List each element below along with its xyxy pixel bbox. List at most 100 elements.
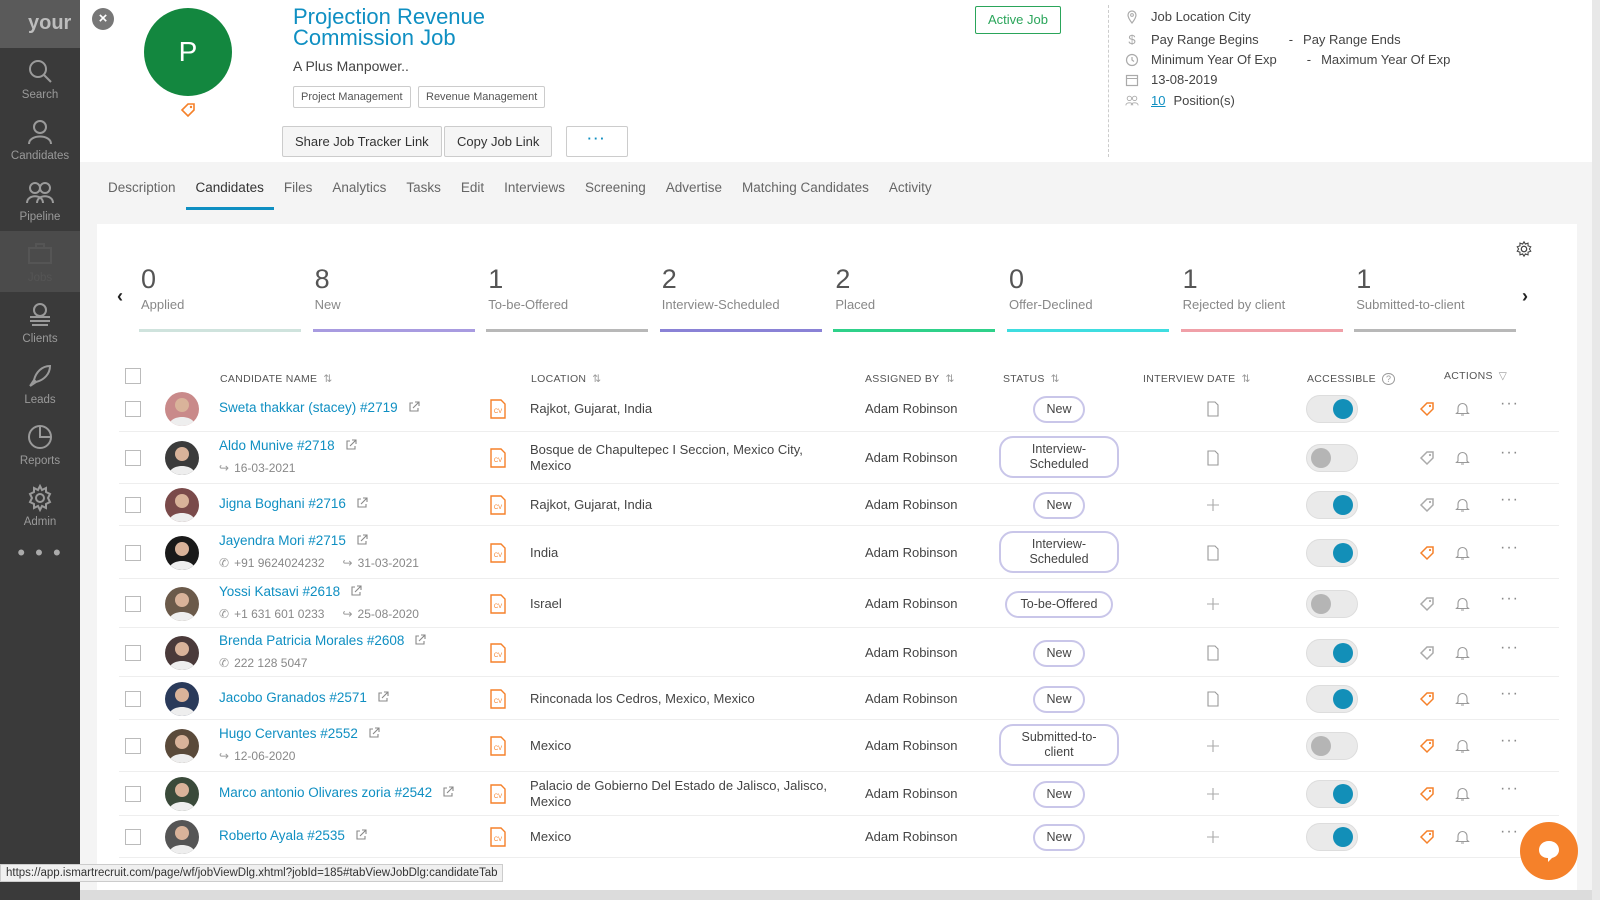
status-badge[interactable]: Submitted-to-client <box>999 724 1119 766</box>
cv-file-icon[interactable]: CV <box>490 448 506 468</box>
tag-icon[interactable] <box>1419 738 1435 754</box>
external-link-icon[interactable] <box>356 533 368 546</box>
document-icon[interactable] <box>1205 401 1221 417</box>
status-badge[interactable]: New <box>1033 685 1085 713</box>
row-checkbox[interactable] <box>125 544 141 561</box>
stage-prev-arrow[interactable]: ‹ <box>117 286 123 306</box>
chat-button[interactable] <box>1520 822 1578 880</box>
vertical-scrollbar[interactable] <box>1592 0 1600 900</box>
bell-icon[interactable] <box>1455 691 1470 707</box>
candidate-name[interactable]: Jacobo Granados #2571 <box>219 689 367 705</box>
copy-job-link-button[interactable]: Copy Job Link <box>444 126 553 157</box>
status-badge[interactable]: To-be-Offered <box>1005 590 1113 618</box>
stage-applied[interactable]: 0 Applied <box>139 264 301 332</box>
tab-description[interactable]: Description <box>108 180 176 195</box>
external-link-icon[interactable] <box>377 690 389 703</box>
external-link-icon[interactable] <box>368 727 380 739</box>
accessible-toggle[interactable] <box>1306 638 1358 667</box>
horizontal-scrollbar[interactable] <box>80 890 1592 900</box>
add-interview-icon[interactable] <box>1205 497 1221 513</box>
document-icon[interactable] <box>1205 544 1221 561</box>
cv-file-icon[interactable]: CV <box>490 736 506 756</box>
tab-screening[interactable]: Screening <box>584 180 646 195</box>
external-link-icon[interactable] <box>356 497 368 509</box>
more-options-button[interactable]: ··· <box>566 126 628 157</box>
col-candidate-name[interactable]: CANDIDATE NAME ⇅ <box>220 373 333 385</box>
tab-analytics[interactable]: Analytics <box>332 180 387 195</box>
status-badge[interactable]: New <box>1033 781 1085 808</box>
cv-file-icon[interactable]: CV <box>490 827 506 847</box>
accessible-toggle[interactable] <box>1306 684 1358 713</box>
status-badge[interactable]: New <box>1033 824 1085 851</box>
sidebar-item-leads[interactable]: Leads <box>0 353 80 414</box>
external-link-icon[interactable] <box>355 829 367 841</box>
row-checkbox[interactable] <box>125 401 141 417</box>
candidate-name-link[interactable]: Jacobo Granados #2571 <box>219 690 389 705</box>
active-job-badge[interactable]: Active Job <box>975 6 1061 34</box>
tag-icon[interactable] <box>1419 401 1435 417</box>
accessible-toggle[interactable] <box>1306 732 1358 760</box>
accessible-toggle[interactable] <box>1306 780 1358 808</box>
stage-to-be-offered[interactable]: 1 To-be-Offered <box>486 264 649 332</box>
tag-icon[interactable] <box>1419 545 1435 561</box>
row-more-icon[interactable]: ··· <box>1500 780 1519 797</box>
row-more-icon[interactable]: ··· <box>1500 491 1519 508</box>
stage-interview-scheduled[interactable]: 2 Interview-Scheduled <box>659 264 822 332</box>
add-interview-icon[interactable] <box>1205 786 1221 802</box>
row-more-icon[interactable]: ··· <box>1500 538 1519 556</box>
candidate-name-link[interactable]: Yossi Katsavi #2618 <box>219 584 362 599</box>
table-row[interactable]: Roberto Ayala #2535 CV Mexico Adam Robinson… <box>119 816 1559 858</box>
accessible-toggle[interactable] <box>1306 589 1358 618</box>
status-badge[interactable]: New <box>1033 492 1085 519</box>
tab-tasks[interactable]: Tasks <box>406 180 441 195</box>
external-link-icon[interactable] <box>345 439 357 451</box>
tab-advertise[interactable]: Advertise <box>665 180 723 195</box>
accessible-toggle[interactable] <box>1306 395 1358 423</box>
cv-file-icon[interactable]: CV <box>490 688 506 709</box>
cv-file-icon[interactable]: CV <box>490 784 506 804</box>
candidate-name[interactable]: Sweta thakkar (stacey) #2719 <box>219 400 398 415</box>
sidebar-item-clients[interactable]: Clients <box>0 292 80 353</box>
row-more-icon[interactable]: ··· <box>1500 732 1519 749</box>
bell-icon[interactable] <box>1455 596 1470 612</box>
table-row[interactable]: Jigna Boghani #2716 CV Rajkot, Gujarat, In… <box>119 484 1559 526</box>
table-row[interactable]: Brenda Patricia Morales #2608 ✆ 222 128 50… <box>119 628 1559 677</box>
external-link-icon[interactable] <box>350 584 362 597</box>
cv-file-icon[interactable]: CV <box>490 542 506 563</box>
bell-icon[interactable] <box>1455 738 1470 754</box>
accessible-toggle[interactable] <box>1306 538 1358 567</box>
col-location[interactable]: LOCATION ⇅ <box>531 373 602 385</box>
stage-next-arrow[interactable]: › <box>1522 286 1528 306</box>
accessible-toggle[interactable] <box>1306 823 1358 851</box>
candidate-name-link[interactable]: Hugo Cervantes #2552 <box>219 726 380 741</box>
bell-icon[interactable] <box>1455 450 1470 466</box>
candidate-name[interactable]: Hugo Cervantes #2552 <box>219 726 358 741</box>
external-link-icon[interactable] <box>414 633 426 646</box>
status-badge[interactable]: Interview-Scheduled <box>999 530 1119 573</box>
sidebar-more-icon[interactable]: • • • <box>17 540 63 565</box>
tab-interviews[interactable]: Interviews <box>504 180 565 195</box>
stage-offer-declined[interactable]: 0 Offer-Declined <box>1007 264 1169 332</box>
sidebar-item-candidates[interactable]: Candidates <box>0 109 80 170</box>
positions-count-link[interactable]: 10 <box>1151 93 1166 108</box>
table-row[interactable]: Hugo Cervantes #2552 ↪ 12-06-2020 CV Mexico A… <box>119 720 1559 772</box>
bell-icon[interactable] <box>1455 497 1470 513</box>
candidate-name-link[interactable]: Sweta thakkar (stacey) #2719 <box>219 400 420 415</box>
candidate-name-link[interactable]: Aldo Munive #2718 <box>219 438 357 453</box>
cv-file-icon[interactable]: CV <box>490 642 506 663</box>
candidate-name[interactable]: Roberto Ayala #2535 <box>219 828 345 843</box>
tab-activity[interactable]: Activity <box>888 180 932 195</box>
tag-icon[interactable] <box>1419 786 1435 802</box>
candidate-name[interactable]: Jigna Boghani #2716 <box>219 496 346 511</box>
candidate-name[interactable]: Jayendra Mori #2715 <box>219 532 346 548</box>
cv-file-icon[interactable]: CV <box>490 399 506 419</box>
candidate-name[interactable]: Marco antonio Olivares zoria #2542 <box>219 785 433 800</box>
row-more-icon[interactable]: ··· <box>1500 684 1519 702</box>
tab-files[interactable]: Files <box>283 180 313 195</box>
bell-icon[interactable] <box>1455 545 1470 561</box>
candidate-name[interactable]: Yossi Katsavi #2618 <box>219 583 341 599</box>
accessible-toggle[interactable] <box>1306 444 1358 472</box>
candidate-name-link[interactable]: Jayendra Mori #2715 <box>219 533 368 548</box>
document-icon[interactable] <box>1205 644 1221 661</box>
table-row[interactable]: Aldo Munive #2718 ↪ 16-03-2021 CV Bosque de … <box>119 432 1559 484</box>
